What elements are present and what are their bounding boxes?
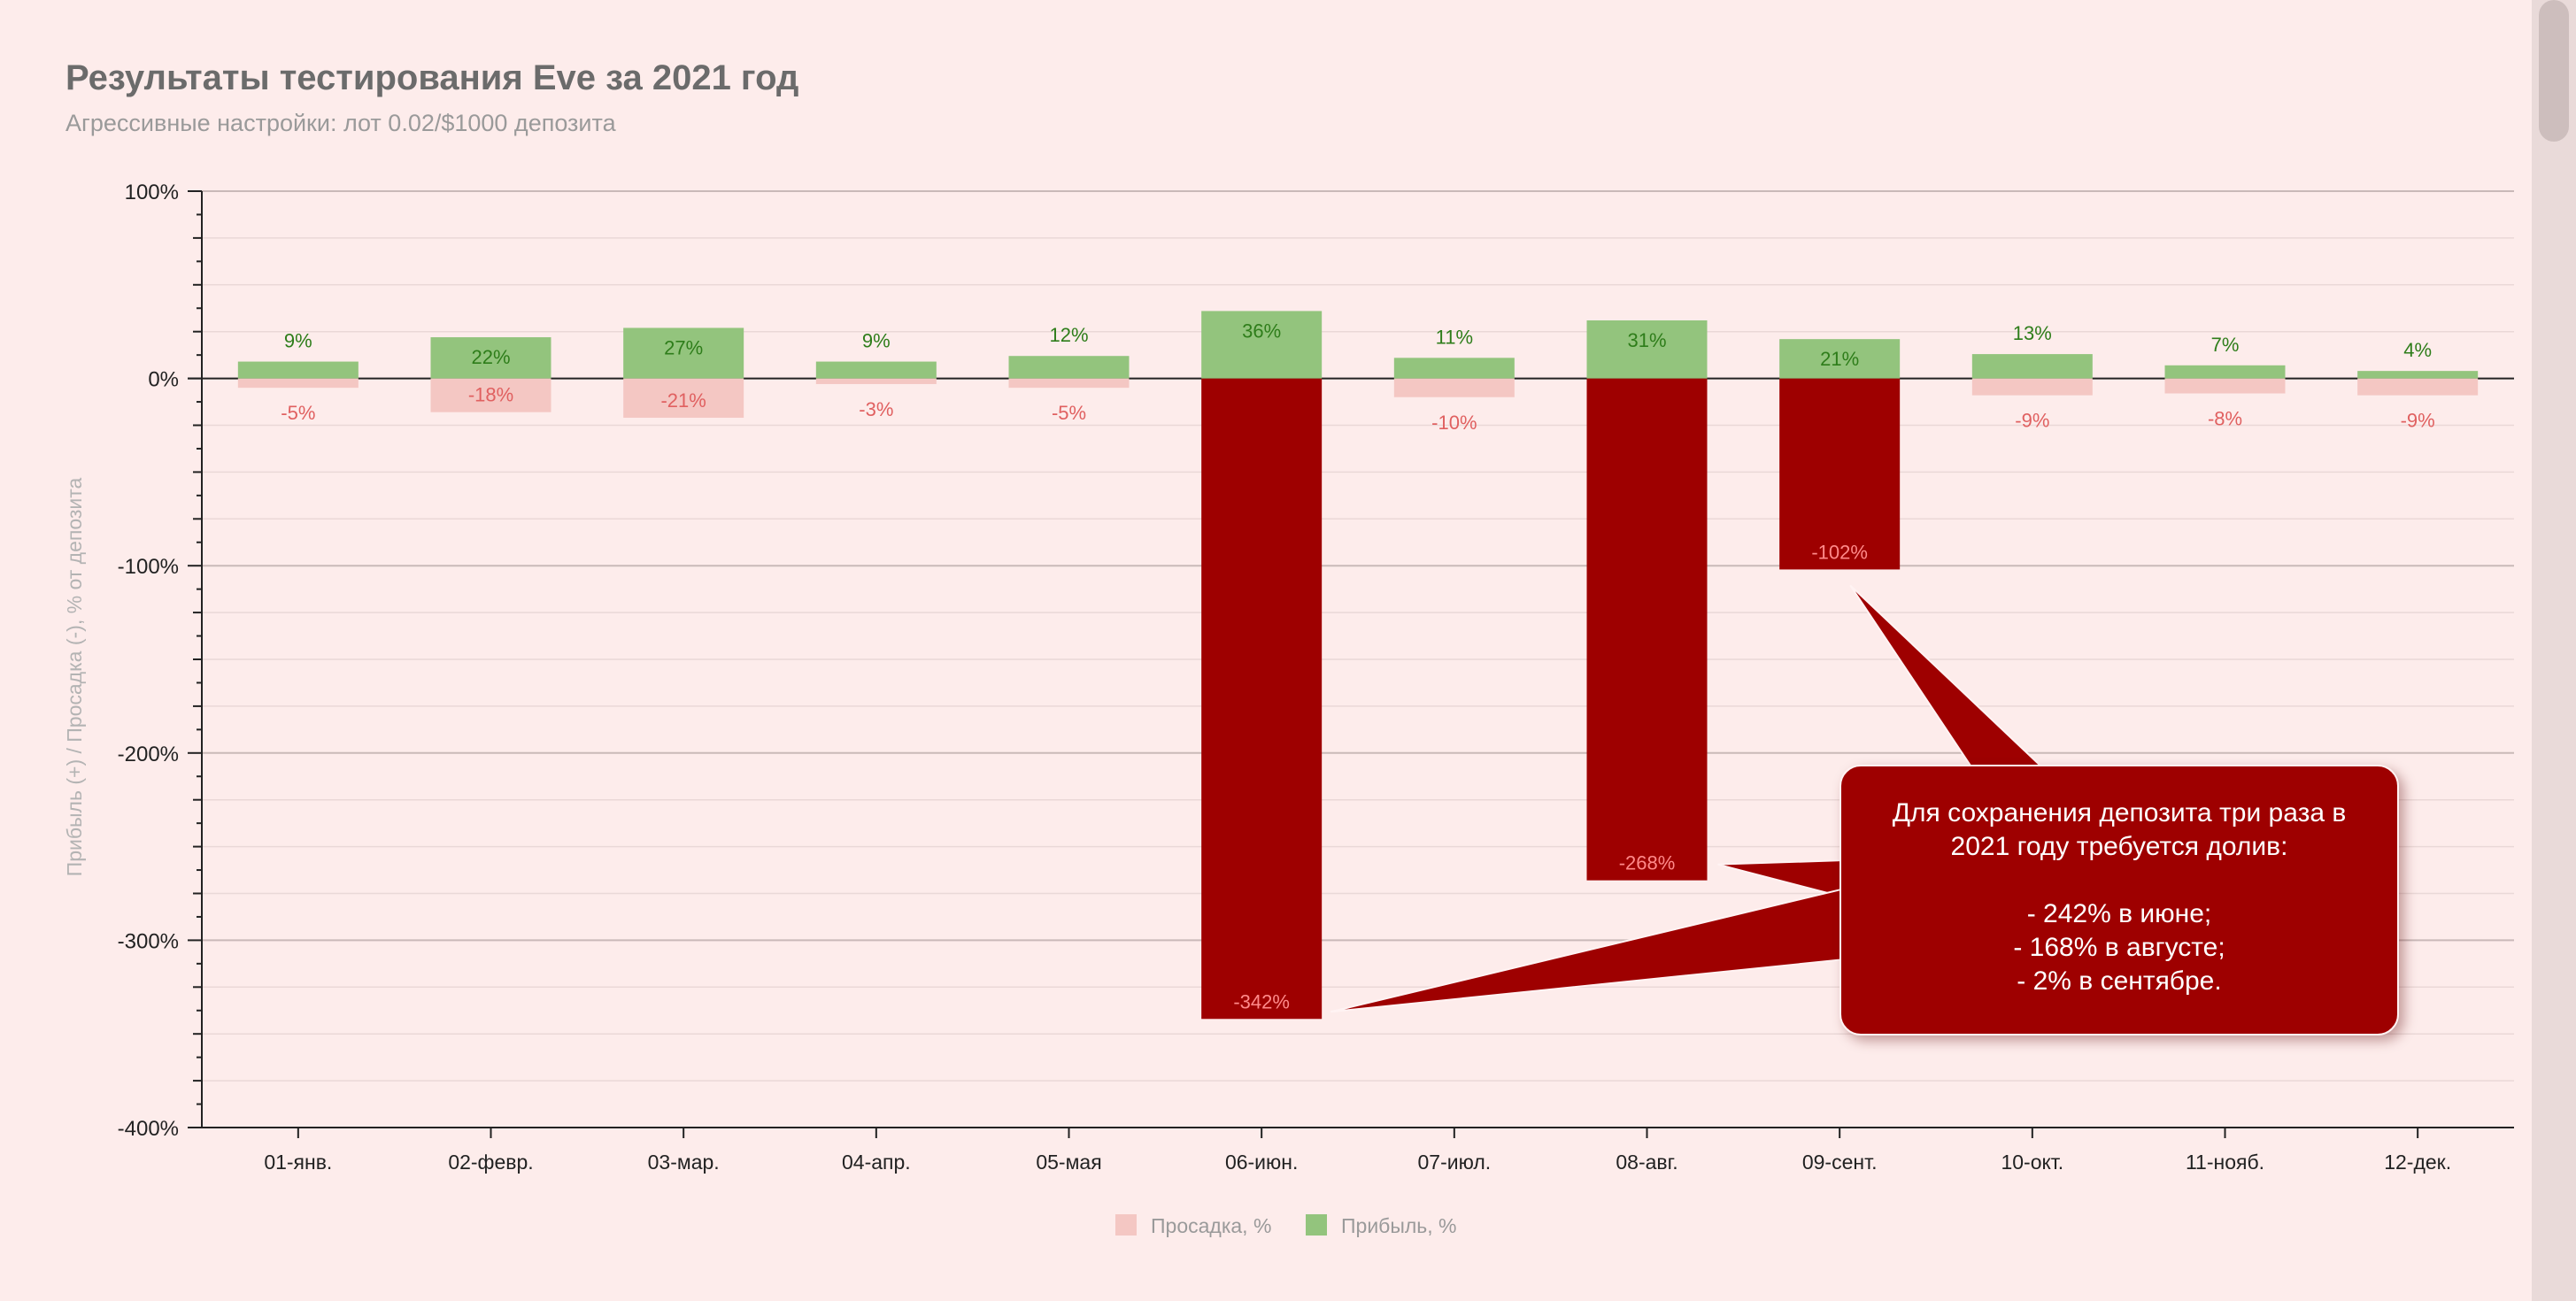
profit-bar — [1779, 339, 1901, 379]
profit-data-label: 9% — [862, 330, 891, 352]
x-tick-label: 08-авг. — [1616, 1151, 1677, 1174]
legend-label: Прибыль, % — [1341, 1214, 1457, 1237]
x-tick-label: 10-окт. — [2001, 1151, 2063, 1174]
drawdown-data-label: -342% — [1233, 990, 1290, 1012]
profit-data-label: 12% — [1049, 324, 1088, 346]
profit-data-label: 31% — [1627, 329, 1666, 351]
x-tick-label: 02-февр. — [448, 1151, 533, 1174]
profit-bar — [1008, 356, 1130, 379]
legend-swatch — [1115, 1214, 1137, 1236]
chart-subtitle: Агрессивные настройки: лот 0.02/$1000 де… — [66, 110, 616, 136]
legend: Просадка, % Прибыль, % — [1115, 1214, 1457, 1237]
drawdown-data-label: -8% — [2208, 408, 2242, 430]
drawdown-data-label: -268% — [1619, 852, 1676, 874]
x-tick-label: 01-янв. — [264, 1151, 332, 1174]
profit-bar — [1201, 311, 1323, 379]
grid-lines — [202, 190, 2514, 1128]
drawdown-bar — [1971, 378, 2093, 396]
drawdown-bar — [1393, 378, 1515, 397]
drawdown-data-label: -9% — [2015, 410, 2049, 432]
drawdown-data-label: -21% — [660, 389, 706, 412]
drawdown-data-label: -9% — [2401, 410, 2435, 432]
x-tick-label: 11-нояб. — [2186, 1151, 2264, 1174]
scrollbar-thumb[interactable] — [2539, 0, 2569, 142]
profit-bar — [1393, 358, 1515, 379]
y-axis-title: Прибыль (+) / Просадка (-), % от депозит… — [63, 477, 86, 876]
profit-data-label: 22% — [471, 346, 510, 368]
drawdown-bar — [623, 378, 744, 419]
x-tick-label: 06-июн. — [1225, 1151, 1298, 1174]
x-tick-label: 03-мар. — [648, 1151, 720, 1174]
legend-label: Просадка, % — [1151, 1214, 1271, 1237]
callout-pointers — [1330, 584, 2046, 1013]
profit-data-label: 11% — [1436, 326, 1473, 348]
drawdown-bar — [1586, 378, 1708, 881]
legend-swatch — [1306, 1214, 1327, 1236]
y-tick-label: -100% — [118, 555, 179, 579]
profit-bar — [2164, 365, 2286, 379]
x-tick-label: 07-июл. — [1418, 1151, 1492, 1174]
drawdown-data-label: -10% — [1431, 412, 1477, 434]
callout-line — [1841, 864, 2397, 897]
callout-pointer — [1330, 887, 1846, 1013]
drawdown-bar — [2357, 378, 2479, 396]
y-tick-label: 0% — [148, 368, 179, 392]
y-tick-label: -200% — [118, 743, 179, 766]
callout-pointer — [1717, 858, 1846, 899]
drawdown-data-label: -18% — [468, 384, 513, 406]
profit-bar — [237, 361, 359, 379]
bars — [237, 311, 2479, 1020]
drawdown-bar — [2164, 378, 2286, 394]
x-tick-label: 12-дек. — [2384, 1151, 2451, 1174]
profit-data-label: 13% — [2013, 322, 2052, 344]
callout-box: Для сохранения депозита три раза в 2021 … — [1839, 765, 2399, 1035]
profit-bar — [1971, 354, 2093, 379]
callout-line: Для сохранения депозита три раза в — [1892, 798, 2347, 828]
x-tick-label: 04-апр. — [842, 1151, 911, 1174]
profit-bar — [1586, 320, 1708, 379]
callout-line: 2021 году требуется долив: — [1950, 832, 2288, 861]
drawdown-data-label: -5% — [1052, 402, 1086, 424]
drawdown-bar — [430, 378, 551, 412]
profit-bar — [430, 337, 551, 379]
profit-bar — [2357, 371, 2479, 379]
drawdown-bar — [1201, 378, 1323, 1020]
y-tick-label: -400% — [118, 1117, 179, 1141]
y-tick-label: 100% — [125, 181, 179, 204]
profit-data-label: 36% — [1242, 319, 1281, 342]
chart-title: Результаты тестирования Eve за 2021 год — [66, 58, 799, 97]
drawdown-bar — [815, 378, 937, 384]
profit-bar — [815, 361, 937, 379]
drawdown-data-label: -3% — [859, 398, 893, 420]
profit-data-label: 21% — [1820, 348, 1859, 370]
drawdown-bar — [1779, 378, 1901, 570]
data-labels: 9% -5% 22% -18% 27% -21% 9% -3% 12% -5% 36% -342% 11… — [281, 319, 2434, 1012]
profit-data-label: 9% — [284, 330, 312, 352]
y-tick-label: -300% — [118, 929, 179, 953]
profit-data-label: 4% — [2403, 339, 2432, 361]
callout-line: - 242% в июне; — [2026, 899, 2212, 928]
drawdown-bar — [1008, 378, 1130, 389]
callout-line: - 168% в августе; — [2013, 933, 2225, 962]
profit-data-label: 7% — [2211, 334, 2240, 356]
drawdown-bar — [237, 378, 359, 389]
axes: 100% 0% -100% -200% -300% -400% Прибыль (+) / … — [63, 181, 2514, 1174]
x-tick-label: 09-сент. — [1802, 1151, 1878, 1174]
profit-data-label: 27% — [664, 336, 703, 358]
x-tick-label: 05-мая — [1036, 1151, 1101, 1174]
profit-bar — [623, 327, 744, 379]
scrollbar-track[interactable] — [2532, 0, 2576, 1301]
callout-line: - 2% в сентябре. — [2017, 966, 2222, 996]
drawdown-data-label: -5% — [281, 402, 315, 424]
drawdown-data-label: -102% — [1811, 541, 1868, 563]
